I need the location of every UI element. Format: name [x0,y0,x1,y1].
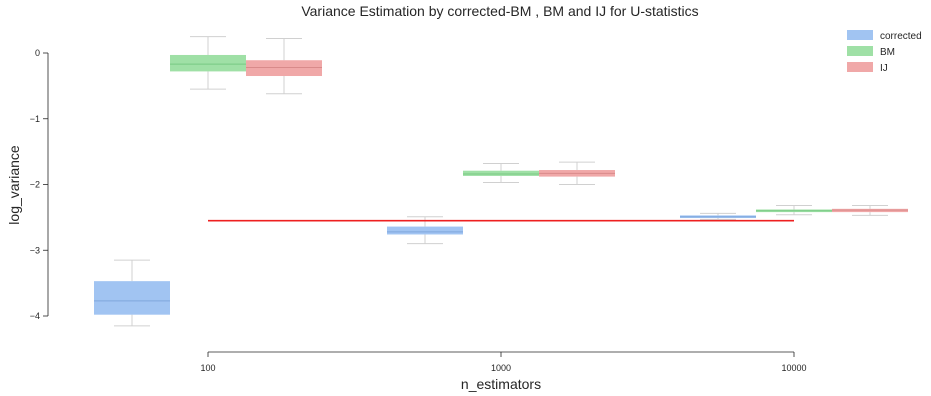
y-tick-label: −3 [30,245,40,255]
box-bm-10000 [756,205,832,216]
box-corrected-1000 [387,216,463,245]
x-tick-label: 10000 [781,363,806,373]
box-plot-series [94,36,908,327]
box-bm-100 [170,36,246,90]
y-axis-ticks: 0 −1 −2 −3 −4 [30,48,48,321]
y-tick-label: −1 [30,114,40,124]
legend-label-bm: BM [880,47,895,58]
box-corrected-10000 [680,212,756,220]
y-axis-label: log_variance [6,145,22,225]
box-ij-10000 [832,205,908,216]
legend: corrected BM IJ [847,30,922,74]
legend-label-corrected: corrected [880,31,922,42]
box-iqr [246,60,322,77]
box-iqr [94,281,170,315]
x-axis-label: n_estimators [461,376,541,392]
legend-swatch-ij [847,62,873,72]
y-tick-label: −2 [30,180,40,190]
legend-label-ij: IJ [880,63,888,74]
box-bm-1000 [463,162,539,184]
box-iqr [170,54,246,72]
box-ij-100 [246,38,322,95]
box-iqr [387,226,463,235]
box-ij-1000 [539,161,615,185]
box-corrected-100 [94,259,170,327]
y-tick-label: 0 [35,48,40,58]
y-tick-label: −4 [30,311,40,321]
legend-swatch-bm [847,46,873,56]
x-tick-label: 100 [200,363,215,373]
legend-swatch-corrected [847,30,873,40]
x-axis-ticks: 100 1000 10000 [200,352,807,373]
box-iqr [463,170,539,176]
chart-title: Variance Estimation by corrected-BM , BM… [301,3,698,19]
x-tick-label: 1000 [491,363,511,373]
